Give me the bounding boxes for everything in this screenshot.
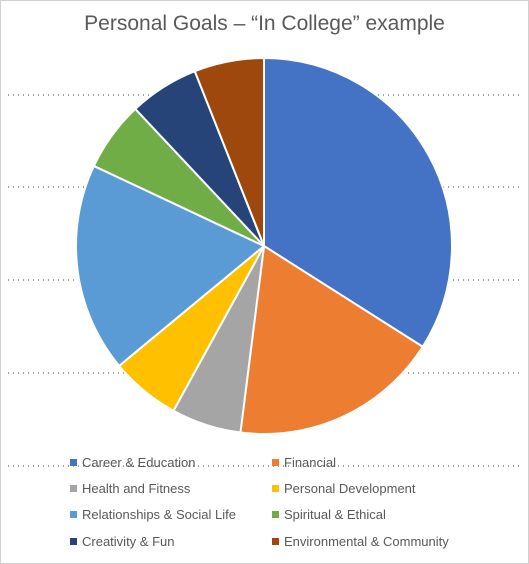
pie-slices	[75, 57, 453, 435]
pie-slice-8	[193, 57, 265, 247]
legend-label: Spiritual & Ethical	[284, 507, 386, 522]
pie-slice-5	[75, 164, 265, 367]
legend-item: Health and Fitness	[70, 481, 190, 497]
legend-swatch	[70, 459, 77, 466]
pie-slice-2	[239, 245, 424, 435]
legend-swatch	[70, 511, 77, 518]
legend-item: Personal Development	[272, 481, 416, 497]
legend-item: Relationships & Social Life	[70, 507, 236, 523]
legend-item: Career & Education	[70, 455, 195, 471]
legend-label: Financial	[284, 455, 337, 470]
legend-label: Career & Education	[82, 455, 196, 470]
legend-swatch	[70, 538, 77, 545]
legend-label: Environmental & Community	[284, 534, 449, 549]
legend-item: Creativity & Fun	[70, 534, 174, 550]
legend-swatch	[272, 511, 279, 518]
legend-swatch	[70, 485, 77, 492]
legend-label: Relationships & Social Life	[82, 507, 236, 522]
legend-label: Personal Development	[284, 481, 416, 496]
pie-slice-1	[263, 57, 453, 348]
legend-item: Environmental & Community	[272, 534, 449, 550]
chart-title: Personal Goals – “In College” example	[84, 12, 445, 35]
legend-swatch	[272, 485, 279, 492]
legend-swatch	[272, 459, 279, 466]
legend-label: Health and Fitness	[82, 481, 191, 496]
legend-swatch	[272, 538, 279, 545]
legend-item: Spiritual & Ethical	[272, 507, 386, 523]
legend-label: Creativity & Fun	[82, 534, 175, 549]
legend-item: Financial	[272, 455, 336, 471]
